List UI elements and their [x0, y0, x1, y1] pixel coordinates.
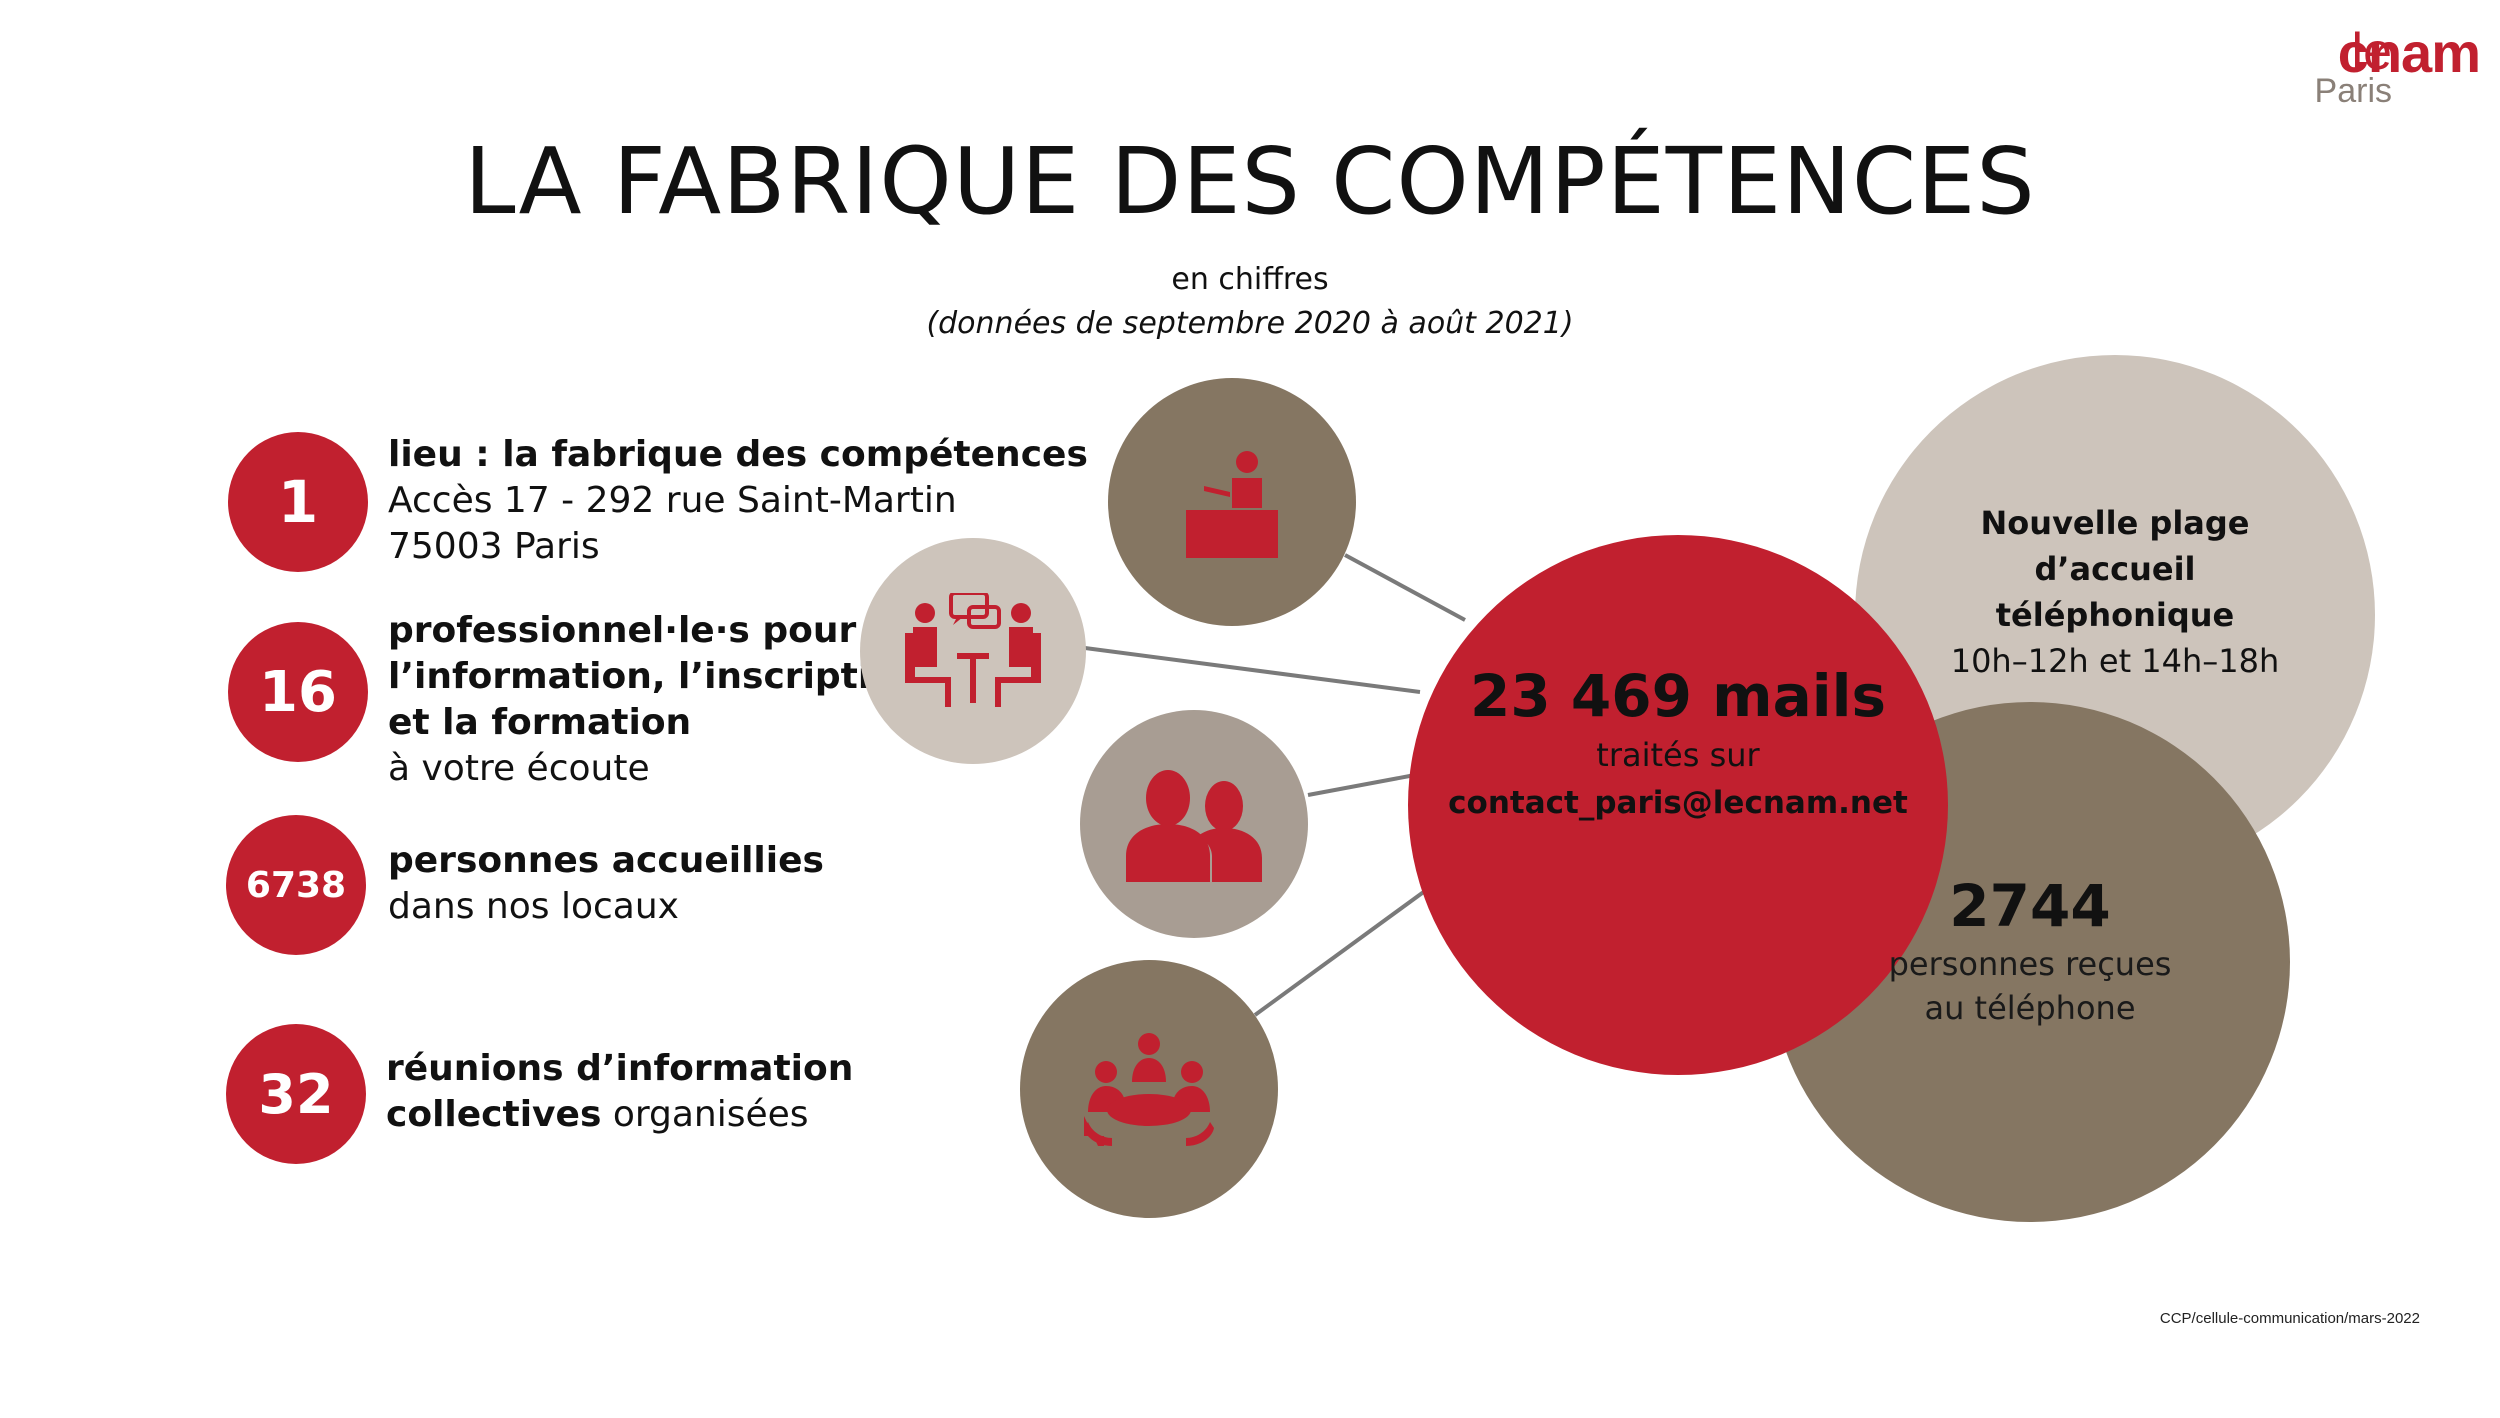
logo-city: Paris	[2314, 72, 2392, 110]
stat-text-visitors: personnes accueillies dans nos locaux	[388, 838, 824, 930]
stat-meetings-suffix: organisées	[601, 1094, 809, 1135]
stat-text-meetings: réunions d’information collectives organ…	[386, 1046, 853, 1138]
mails-bubble	[1408, 535, 1948, 1075]
phone-count-text: 2744 personnes reçues au téléphone	[1830, 870, 2230, 1030]
logo-cnam: cnam	[2337, 21, 2481, 84]
stat-staff-line4: à votre écoute	[388, 748, 650, 789]
stat-meetings-line1: réunions d’information	[386, 1048, 854, 1089]
mails-email: contact_paris@lecnam.net	[1448, 785, 1908, 821]
reception-bubble	[1108, 378, 1356, 626]
mails-text: 23 469 mails traités sur contact_paris@l…	[1408, 660, 1948, 828]
data-period: (données de septembre 2020 à août 2021)	[926, 306, 1574, 341]
stat-staff-line2: l’information, l’inscription	[388, 656, 921, 697]
conversation-icon	[905, 593, 1041, 707]
cnam-logo: le cnam Paris	[2250, 14, 2481, 114]
phone-hours-line3: 10h–12h et 14h–18h	[1950, 642, 2280, 680]
people-bubble	[1080, 710, 1308, 938]
stat-badge-location: 1	[228, 432, 368, 572]
conversation-bubble	[860, 538, 1086, 764]
stat-location-title: lieu : la fabrique des compétences	[388, 434, 1088, 475]
stat-location-address: Accès 17 - 292 rue Saint-Martin	[388, 480, 957, 521]
phone-count-number: 2744	[1949, 872, 2111, 940]
page-subtitle: en chiffres	[1171, 262, 1329, 297]
phone-hours-line1: Nouvelle plage	[1980, 504, 2250, 542]
reception-desk-icon	[1186, 451, 1278, 558]
meeting-bubble	[1020, 960, 1278, 1218]
phone-hours-text: Nouvelle plage d’accueil téléphonique 10…	[1915, 500, 2315, 684]
stat-visitors-line1: personnes accueillies	[388, 840, 824, 881]
stat-visitors-line2: dans nos locaux	[388, 886, 679, 927]
stat-text-staff: professionnel·le·s pour l’information, l…	[388, 608, 921, 792]
footer-credit: CCP/cellule-communication/mars-2022	[2159, 1310, 2420, 1327]
stat-location-city: 75003 Paris	[388, 526, 600, 567]
stat-staff-line3: et la formation	[388, 702, 692, 743]
page-title: LA FABRIQUE DES COMPÉTENCES	[464, 128, 2036, 235]
mails-label: traités sur	[1596, 736, 1760, 774]
meeting-icon	[1084, 1033, 1214, 1146]
stat-badge-staff: 16	[228, 622, 368, 762]
phone-count-line1: personnes reçues	[1888, 945, 2172, 983]
logo-le: le	[2351, 23, 2392, 81]
phone-hours-line2: d’accueil téléphonique	[1995, 550, 2235, 634]
stat-text-location: lieu : la fabrique des compétences Accès…	[388, 432, 1088, 570]
stat-badge-visitors: 6738	[226, 815, 366, 955]
stat-badge-meetings: 32	[226, 1024, 366, 1164]
stat-staff-line1: professionnel·le·s pour	[388, 610, 857, 651]
stat-meetings-line2: collectives	[386, 1094, 602, 1135]
mails-number: 23 469 mails	[1469, 662, 1887, 730]
people-icon	[1126, 770, 1262, 882]
phone-count-line2: au téléphone	[1924, 989, 2136, 1027]
